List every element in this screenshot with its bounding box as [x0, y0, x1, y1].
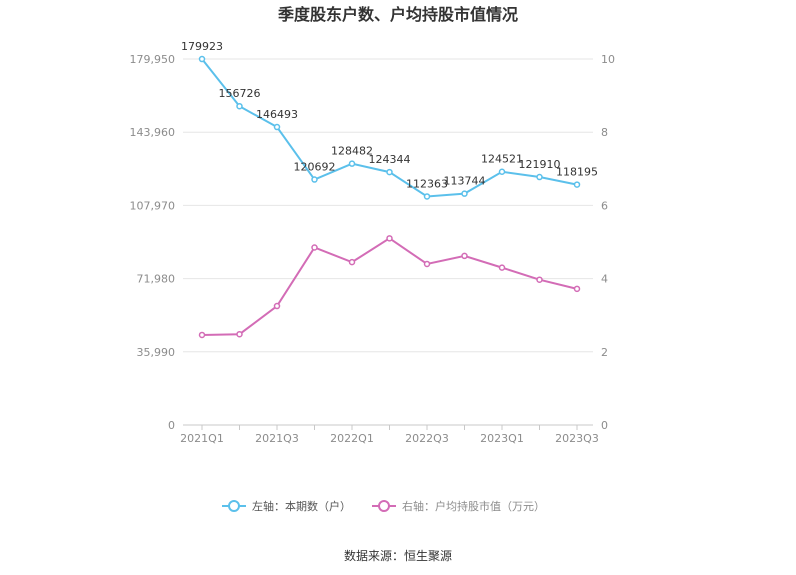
left-tick-label: 179,950 [130, 53, 176, 66]
x-tick-label: 2021Q3 [255, 432, 299, 445]
data-point [573, 285, 581, 293]
data-label: 179923 [181, 40, 223, 53]
data-label: 120692 [294, 161, 336, 174]
data-point [236, 330, 243, 338]
data-label: 128482 [331, 145, 373, 158]
right-tick-label: 6 [601, 199, 608, 212]
legend-label: 左轴：本期数（户） [252, 499, 351, 513]
left-tick-label: 0 [168, 419, 175, 432]
right-tick-label: 10 [601, 53, 615, 66]
data-point [198, 55, 206, 63]
gridlines [183, 58, 593, 426]
data-label: 156726 [219, 87, 261, 100]
data-point [273, 123, 281, 131]
data-point [573, 181, 581, 188]
right-tick-label: 4 [601, 273, 608, 286]
data-point [348, 258, 356, 266]
data-source: 数据来源：恒生聚源 [344, 548, 452, 563]
right-tick-label: 8 [601, 126, 608, 139]
data-label: 124521 [481, 153, 523, 166]
data-point [236, 102, 243, 110]
data-point [386, 168, 393, 176]
legend-swatch-marker [378, 500, 390, 512]
legend: 左轴：本期数（户） 右轴：户均持股市值（万元） [222, 499, 545, 513]
left-tick-label: 107,970 [130, 199, 176, 212]
left-tick-label: 35,990 [137, 346, 176, 359]
data-point [386, 235, 393, 242]
data-point [461, 252, 468, 260]
data-label: 124344 [369, 153, 411, 166]
legend-swatch-marker [228, 500, 240, 512]
legend-label: 右轴：户均持股市值（万元） [402, 499, 545, 513]
data-point [198, 331, 206, 339]
data-point [348, 160, 356, 167]
x-tick-label: 2022Q3 [405, 432, 449, 445]
data-label: 112363 [406, 177, 448, 190]
right-tick-label: 2 [601, 346, 608, 359]
right-axis: 0 2 4 6 8 10 [601, 53, 615, 432]
data-point [536, 173, 543, 181]
data-point [311, 244, 318, 251]
series-line-left [201, 58, 578, 198]
data-point [536, 276, 543, 283]
data-point [461, 190, 468, 197]
x-tick-label: 2023Q1 [480, 432, 524, 445]
x-tick-label: 2021Q1 [180, 432, 224, 445]
data-point [498, 168, 506, 175]
left-tick-label: 143,960 [130, 126, 176, 139]
data-point [423, 260, 431, 268]
data-label: 118195 [556, 166, 598, 179]
data-point [423, 193, 431, 200]
data-point [273, 302, 281, 310]
data-point [498, 264, 506, 271]
right-tick-label: 0 [601, 419, 608, 432]
left-axis: 0 35,990 71,980 107,970 143,960 179,950 [130, 53, 176, 432]
series-line-right [201, 237, 578, 336]
x-tick-label: 2023Q3 [555, 432, 599, 445]
data-label: 146493 [256, 108, 298, 121]
chart-title: 季度股东户数、户均持股市值情况 [277, 5, 518, 24]
left-tick-label: 71,980 [137, 273, 176, 286]
data-label: 113744 [444, 175, 486, 188]
data-point [311, 176, 318, 183]
x-axis: 2021Q1 2021Q3 2022Q1 2022Q3 2023Q1 2023Q3 [180, 425, 599, 445]
x-tick-label: 2022Q1 [330, 432, 374, 445]
data-label: 121910 [519, 158, 561, 171]
